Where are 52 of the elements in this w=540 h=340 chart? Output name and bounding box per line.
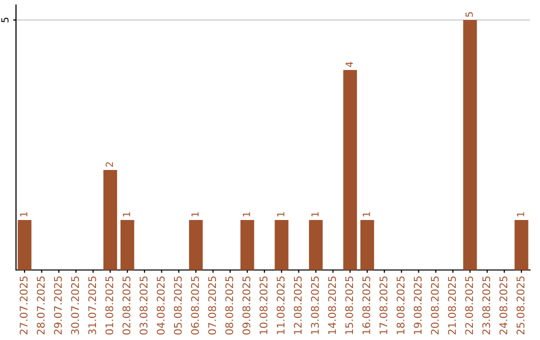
bar [360,220,374,270]
bar [308,220,323,270]
x-tick-label: 09.08.2025 [242,276,250,335]
x-tick-label: 25.08.2025 [516,276,524,334]
x-tick-label: 06.08.2025 [191,276,199,335]
bar [463,20,477,270]
bar [18,220,32,270]
bar [343,70,357,270]
data-label: 1 [242,212,250,216]
bar [514,220,528,270]
data-label: 1 [311,212,319,216]
x-tick-label: 21.08.2025 [448,276,456,334]
x-tick-label: 02.08.2025 [122,276,130,335]
bar [189,220,203,270]
data-label: 5 [466,12,473,17]
x-tick-label: 04.08.2025 [156,276,165,335]
x-tick-label: 19.08.2025 [414,276,422,334]
x-tick-label: 27.07.2025 [20,276,28,334]
data-label: 1 [191,212,199,216]
x-tick-label: 24.08.2025 [499,276,508,334]
x-tick-label: 17.08.2025 [380,276,388,334]
x-tick-label: 10.08.2025 [260,276,268,334]
data-label: 2 [106,162,113,167]
x-tick-label: 29.07.2025 [54,276,62,334]
data-label: 4 [346,62,353,68]
bar [274,220,288,270]
x-tick-label: 31.07.2025 [88,276,96,334]
data-label: 1 [517,212,524,216]
x-tick-label: 13.08.2025 [310,276,319,334]
x-tick-label: 14.08.2025 [328,276,336,334]
x-tick-label: 23.08.2025 [482,276,490,334]
data-label: 1 [277,212,284,216]
x-tick-label: 07.08.2025 [208,276,216,335]
x-tick-label: 11.08.2025 [276,276,285,334]
x-tick-label: 08.08.2025 [225,276,234,335]
bar [103,170,118,270]
x-tick-label: 30.07.2025 [71,276,79,334]
x-tick-label: 28.07.2025 [36,276,45,334]
x-tick-label: 05.08.2025 [174,276,182,335]
data-label: 1 [122,212,130,216]
x-tick-label: 18.08.2025 [396,276,405,334]
x-tick-label: 01.08.2025 [105,276,114,335]
x-tick-label: 15.08.2025 [345,276,354,334]
x-tick-label: 22.08.2025 [465,276,474,334]
bar [240,220,254,270]
x-tick-label: 03.08.2025 [140,276,148,335]
x-tick-label: 20.08.2025 [430,276,439,334]
x-tick-label: 12.08.2025 [294,276,302,334]
x-tick-label: 16.08.2025 [362,276,370,334]
bar [120,220,134,270]
data-label: 1 [362,212,370,216]
data-label: 1 [20,212,28,216]
